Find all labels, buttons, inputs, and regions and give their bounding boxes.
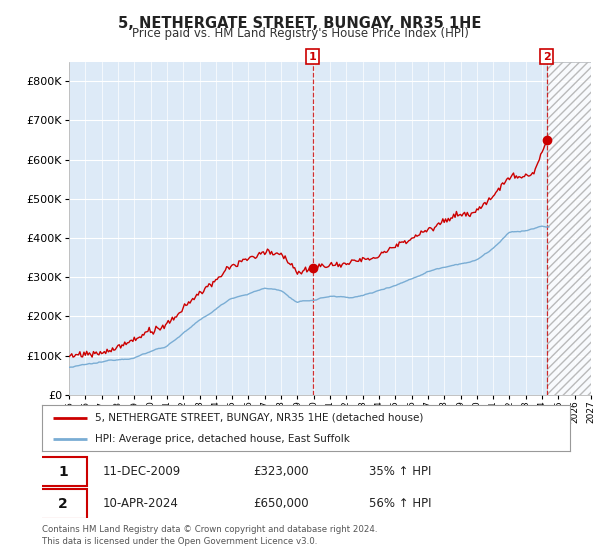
Text: 5, NETHERGATE STREET, BUNGAY, NR35 1HE (detached house): 5, NETHERGATE STREET, BUNGAY, NR35 1HE (… — [95, 413, 423, 423]
Text: 35% ↑ HPI: 35% ↑ HPI — [370, 465, 432, 478]
Text: 5, NETHERGATE STREET, BUNGAY, NR35 1HE: 5, NETHERGATE STREET, BUNGAY, NR35 1HE — [118, 16, 482, 31]
Text: £650,000: £650,000 — [253, 497, 309, 510]
FancyBboxPatch shape — [40, 457, 87, 487]
Text: 56% ↑ HPI: 56% ↑ HPI — [370, 497, 432, 510]
Text: 11-DEC-2009: 11-DEC-2009 — [103, 465, 181, 478]
FancyBboxPatch shape — [40, 489, 87, 519]
Text: £323,000: £323,000 — [253, 465, 309, 478]
Text: HPI: Average price, detached house, East Suffolk: HPI: Average price, detached house, East… — [95, 435, 350, 444]
Text: 2: 2 — [58, 497, 68, 511]
Text: 1: 1 — [58, 465, 68, 479]
Text: Contains HM Land Registry data © Crown copyright and database right 2024.
This d: Contains HM Land Registry data © Crown c… — [42, 525, 377, 546]
Bar — [547, 62, 591, 395]
Text: Price paid vs. HM Land Registry's House Price Index (HPI): Price paid vs. HM Land Registry's House … — [131, 27, 469, 40]
Text: 2: 2 — [543, 52, 551, 62]
Text: 10-APR-2024: 10-APR-2024 — [103, 497, 179, 510]
Text: 1: 1 — [309, 52, 317, 62]
